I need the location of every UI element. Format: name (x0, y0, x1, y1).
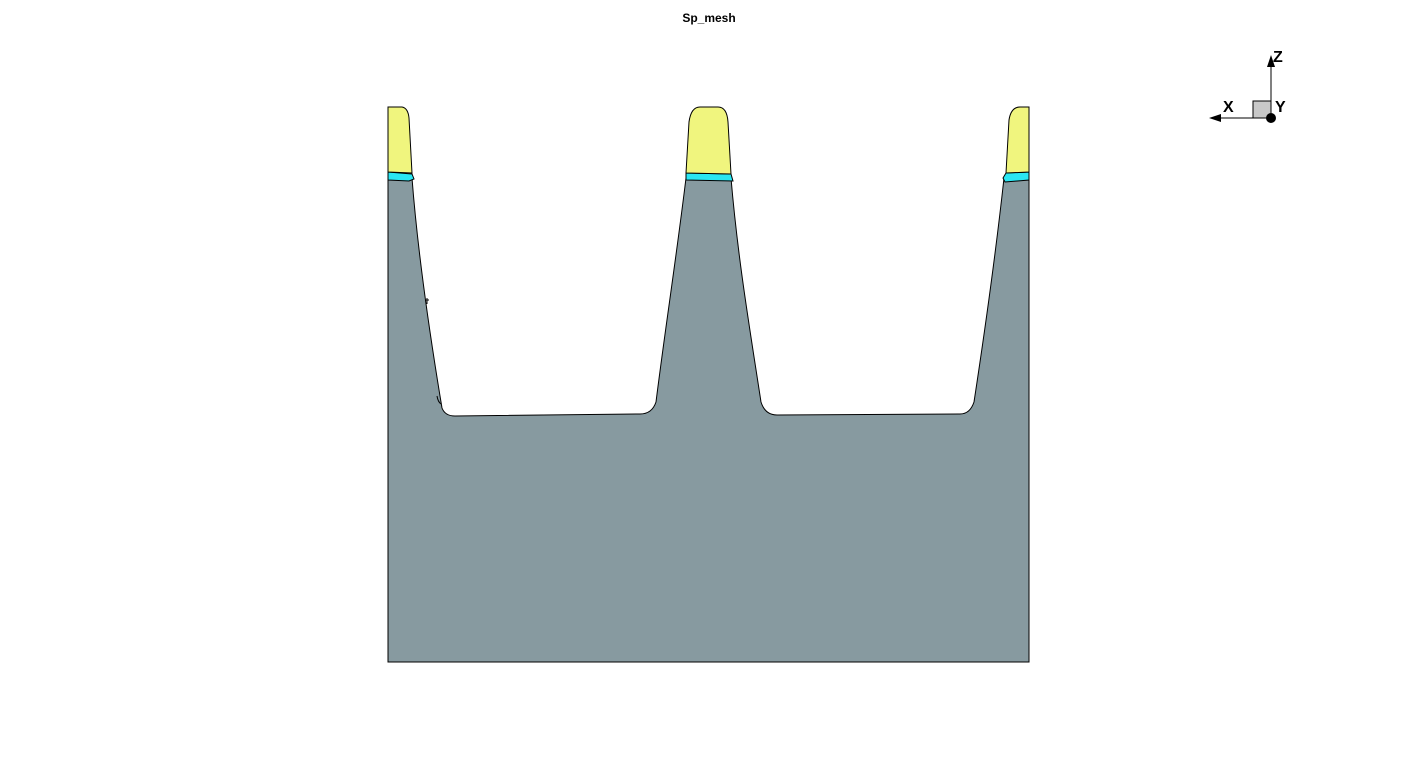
z-axis-arrow (1267, 55, 1275, 67)
axis-triad: Z X Y (1209, 49, 1286, 123)
x-axis-label: X (1223, 99, 1234, 116)
cap-layer-middle (685, 106, 732, 175)
y-axis-dot (1266, 113, 1276, 123)
x-axis-arrow (1209, 114, 1221, 122)
cap-layer-left (387, 106, 413, 174)
thin-layer-right (1002, 171, 1030, 183)
substrate-region (387, 177, 1030, 663)
y-axis-label: Y (1275, 99, 1286, 116)
cap-layer-right (1005, 106, 1030, 174)
thin-layer-left (387, 171, 415, 182)
plot-title: Sp_mesh (682, 11, 736, 25)
mesh-artifact (425, 298, 429, 304)
z-axis-label: Z (1273, 49, 1283, 66)
mesh-artifact (436, 395, 442, 405)
